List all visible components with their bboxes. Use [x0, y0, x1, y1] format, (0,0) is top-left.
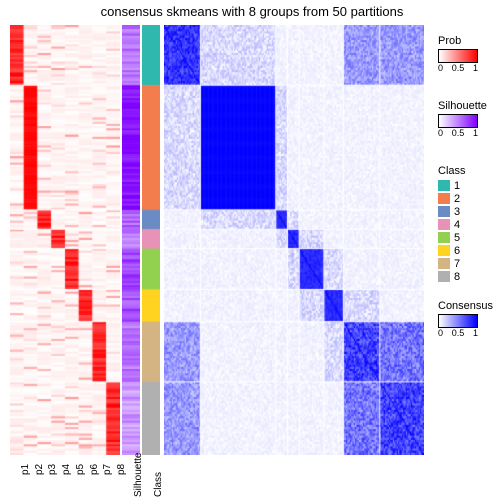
legend-prob-bar [438, 49, 478, 63]
class-swatch-row: 5 [438, 231, 466, 244]
class-swatch-label: 2 [454, 193, 460, 205]
class-swatch [438, 271, 450, 282]
prob-col-label: p1 [20, 464, 31, 475]
legend-consensus: Consensus 00.51 [438, 300, 493, 338]
class-swatch [438, 180, 450, 191]
legend-cons-bar [438, 314, 478, 328]
silhouette-column [122, 25, 140, 455]
silhouette-label: Silhouette [133, 453, 144, 497]
class-swatch-label: 3 [454, 206, 460, 218]
legend-class-title: Class [438, 165, 466, 177]
prob-col-label: p7 [102, 464, 113, 475]
prob-col-label: p5 [75, 464, 86, 475]
class-label: Class [153, 472, 164, 497]
prob-col-label: p6 [89, 464, 100, 475]
prob-heatmap [10, 25, 120, 455]
legend-prob: Prob 00.51 [438, 35, 478, 73]
legend-cons-title: Consensus [438, 300, 493, 312]
class-swatch-label: 8 [454, 271, 460, 283]
prob-col-label: p8 [116, 464, 127, 475]
class-swatch-label: 6 [454, 245, 460, 257]
class-swatch [438, 219, 450, 230]
legend-sil-bar [438, 114, 478, 128]
class-swatch [438, 245, 450, 256]
class-swatch-row: 4 [438, 218, 466, 231]
chart-title: consensus skmeans with 8 groups from 50 … [0, 4, 504, 19]
legend-sil-title: Silhouette [438, 100, 487, 112]
class-swatch-row: 1 [438, 179, 466, 192]
class-swatch-label: 5 [454, 232, 460, 244]
consensus-heatmap [164, 25, 424, 455]
class-swatch [438, 232, 450, 243]
legend-prob-title: Prob [438, 35, 478, 47]
class-swatch [438, 258, 450, 269]
class-swatch-row: 2 [438, 192, 466, 205]
consensus-figure: consensus skmeans with 8 groups from 50 … [0, 0, 504, 504]
class-swatch-row: 8 [438, 270, 466, 283]
legend-class: Class 12345678 [438, 165, 466, 283]
class-swatch-label: 1 [454, 180, 460, 192]
class-swatch [438, 193, 450, 204]
class-swatch-label: 4 [454, 219, 460, 231]
class-swatch [438, 206, 450, 217]
prob-col-label: p4 [61, 464, 72, 475]
legend-silhouette: Silhouette 00.51 [438, 100, 487, 138]
prob-col-label: p3 [47, 464, 58, 475]
class-swatch-row: 3 [438, 205, 466, 218]
class-swatch-row: 6 [438, 244, 466, 257]
class-swatch-label: 7 [454, 258, 460, 270]
class-swatch-row: 7 [438, 257, 466, 270]
class-column [142, 25, 160, 455]
prob-col-label: p2 [34, 464, 45, 475]
